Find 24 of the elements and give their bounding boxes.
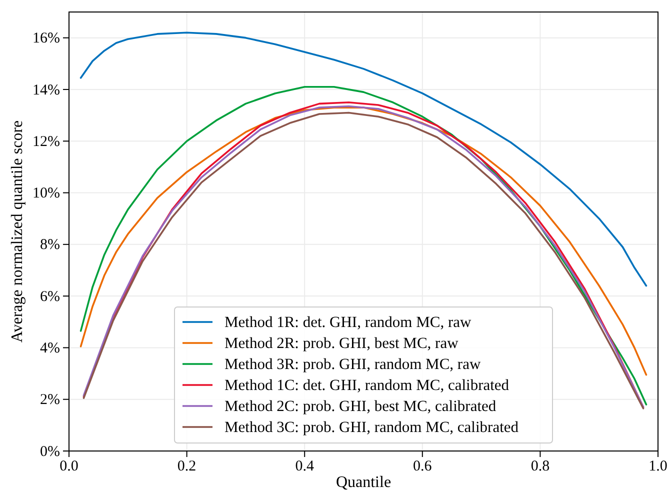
y-tick-label: 2%: [40, 392, 60, 408]
y-tick-label: 8%: [40, 237, 60, 254]
x-axis-title: Quantile: [336, 474, 392, 491]
y-tick-label: 4%: [40, 340, 60, 357]
x-tick-label: 0.0: [60, 458, 78, 475]
y-axis-title: Average normalized quantile score: [9, 120, 26, 343]
y-tick-label: 10%: [32, 186, 60, 202]
legend-label: Method 2C: prob. GHI, best MC, calibrated: [224, 398, 496, 415]
y-tick-label: 14%: [32, 82, 60, 98]
legend-label: Method 1C: det. GHI, random MC, calibrated: [224, 377, 510, 394]
x-tick-label: 0.6: [413, 458, 432, 475]
y-tick-label: 12%: [32, 134, 60, 150]
legend-label: Method 3C: prob. GHI, random MC, calibrated: [224, 419, 519, 436]
y-tick-label: 0%: [40, 444, 60, 460]
legend-label: Method 1R: det. GHI, random MC, raw: [224, 314, 472, 331]
y-tick-label: 16%: [32, 30, 60, 47]
line-series: [80, 32, 648, 287]
legend-label: Method 3R: prob. GHI, random MC, raw: [224, 356, 482, 373]
x-tick-label: 0.2: [177, 458, 196, 475]
x-tick-label: 0.4: [295, 458, 314, 475]
x-tick-label: 0.8: [530, 458, 550, 475]
y-tick-label: 6%: [40, 288, 60, 305]
legend-label: Method 2R: prob. GHI, best MC, raw: [224, 335, 460, 352]
x-tick-label: 1.0: [648, 458, 668, 475]
